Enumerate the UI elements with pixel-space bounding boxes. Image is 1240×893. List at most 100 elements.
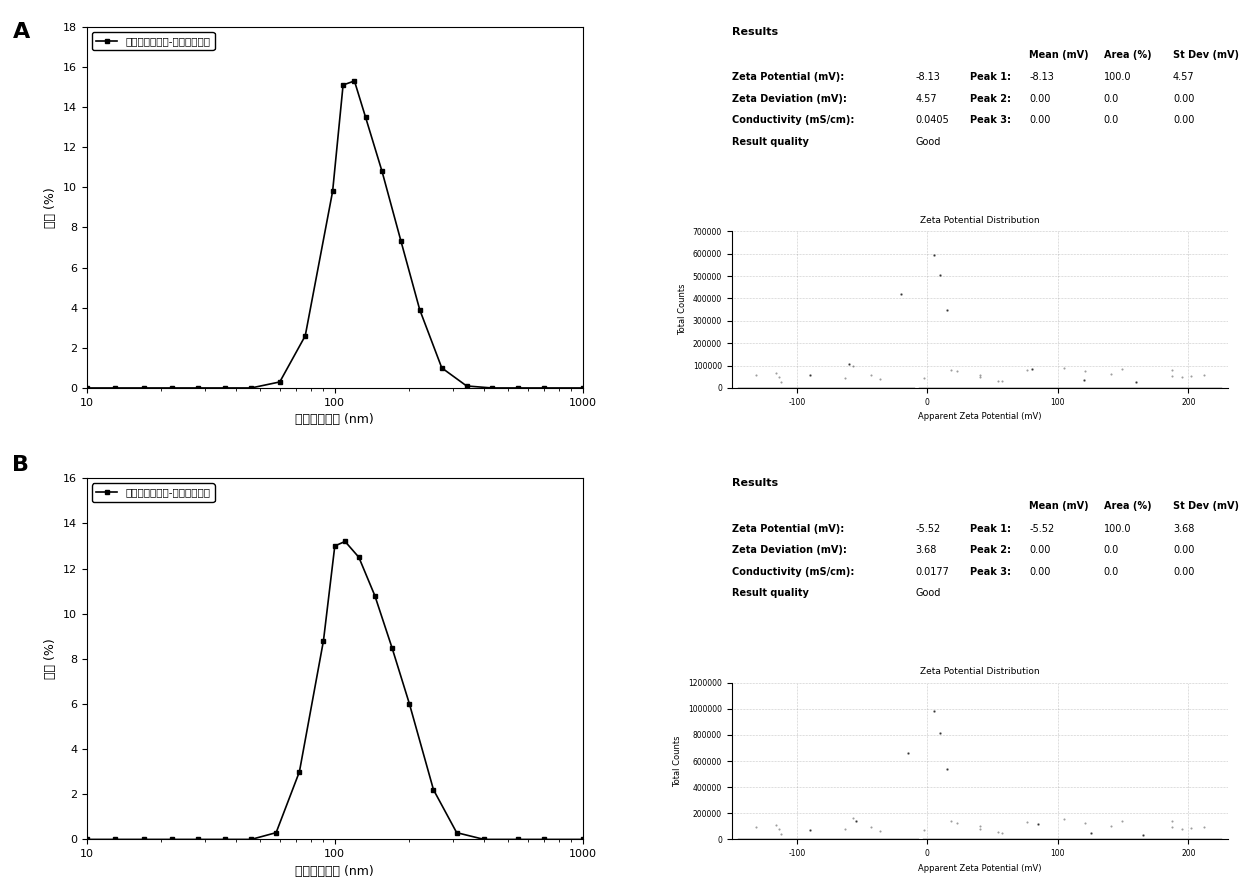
Y-axis label: 强度 (%): 强度 (%) — [45, 187, 57, 228]
Text: Results: Results — [732, 27, 777, 37]
Text: 100.0: 100.0 — [1104, 524, 1131, 534]
Text: -5.52: -5.52 — [915, 524, 940, 534]
Text: B: B — [12, 455, 30, 475]
Text: Good: Good — [915, 137, 940, 147]
Text: 3.68: 3.68 — [915, 546, 936, 555]
Text: 0.0: 0.0 — [1104, 94, 1118, 104]
Title: Zeta Potential Distribution: Zeta Potential Distribution — [920, 667, 1039, 676]
Text: Result quality: Result quality — [732, 137, 808, 147]
双载多西紫杉醇-漆黄素纳米粒 — [325, 186, 340, 196]
Text: Zeta Deviation (mV):: Zeta Deviation (mV): — [732, 94, 847, 104]
Text: -8.13: -8.13 — [915, 72, 940, 82]
Text: 4.57: 4.57 — [915, 94, 936, 104]
Text: Peak 1:: Peak 1: — [970, 524, 1011, 534]
Text: 3.68: 3.68 — [1173, 524, 1194, 534]
Text: 4.57: 4.57 — [1173, 72, 1194, 82]
Title: Zeta Potential Distribution: Zeta Potential Distribution — [920, 216, 1039, 225]
Text: 0.00: 0.00 — [1173, 94, 1194, 104]
双载多西紫杉醇-山奈酚纳米粒 — [79, 834, 94, 845]
Text: Area (%): Area (%) — [1104, 50, 1151, 60]
Text: Area (%): Area (%) — [1104, 501, 1151, 511]
双载多西紫杉醇-山奈酚纳米粒 — [269, 827, 284, 838]
Text: 0.0: 0.0 — [1104, 546, 1118, 555]
Y-axis label: 强度 (%): 强度 (%) — [45, 638, 57, 680]
双载多西紫杉醇-山奈酚纳米粒 — [367, 590, 382, 601]
双载多西紫杉醇-漆黄素纳米粒 — [298, 330, 312, 341]
Text: Conductivity (mS/cm):: Conductivity (mS/cm): — [732, 115, 854, 125]
双载多西紫杉醇-漆黄素纳米粒 — [575, 382, 590, 393]
X-axis label: 平均水合粒径 (nm): 平均水合粒径 (nm) — [295, 413, 374, 426]
双载多西紫杉醇-漆黄素纳米粒 — [537, 382, 552, 393]
Text: 0.00: 0.00 — [1029, 115, 1050, 125]
双载多西紫杉醇-漆黄素纳米粒 — [485, 382, 500, 393]
Text: 0.00: 0.00 — [1029, 94, 1050, 104]
双载多西紫杉醇-漆黄素纳米粒 — [273, 377, 288, 388]
双载多西紫杉醇-山奈酚纳米粒 — [402, 698, 417, 709]
X-axis label: 平均水合粒径 (nm): 平均水合粒径 (nm) — [295, 864, 374, 878]
双载多西紫杉醇-漆黄素纳米粒 — [217, 382, 232, 393]
Text: Peak 1:: Peak 1: — [970, 72, 1011, 82]
Text: Good: Good — [915, 588, 940, 598]
双载多西紫杉醇-山奈酚纳米粒 — [164, 834, 179, 845]
双载多西紫杉醇-山奈酚纳米粒 — [244, 834, 259, 845]
双载多西紫杉醇-漆黄素纳米粒 — [393, 236, 408, 246]
Text: Conductivity (mS/cm):: Conductivity (mS/cm): — [732, 567, 854, 577]
Text: Peak 2:: Peak 2: — [970, 94, 1011, 104]
Line: 双载多西紫杉醇-山奈酚纳米粒: 双载多西紫杉醇-山奈酚纳米粒 — [84, 539, 585, 842]
双载多西紫杉醇-漆黄素纳米粒 — [336, 79, 351, 90]
Text: St Dev (mV): St Dev (mV) — [1173, 50, 1239, 60]
Text: Zeta Potential (mV):: Zeta Potential (mV): — [732, 72, 844, 82]
Text: Zeta Potential (mV):: Zeta Potential (mV): — [732, 524, 844, 534]
Text: 0.0177: 0.0177 — [915, 567, 949, 577]
双载多西紫杉醇-漆黄素纳米粒 — [459, 380, 474, 391]
X-axis label: Apparent Zeta Potential (mV): Apparent Zeta Potential (mV) — [918, 413, 1042, 421]
Text: 0.00: 0.00 — [1173, 567, 1194, 577]
双载多西紫杉醇-山奈酚纳米粒 — [427, 784, 441, 795]
Text: Mean (mV): Mean (mV) — [1029, 50, 1089, 60]
Line: 双载多西紫杉醇-漆黄素纳米粒: 双载多西紫杉醇-漆黄素纳米粒 — [84, 79, 585, 390]
Text: 0.00: 0.00 — [1173, 115, 1194, 125]
Text: 0.0405: 0.0405 — [915, 115, 949, 125]
Text: 0.0: 0.0 — [1104, 115, 1118, 125]
双载多西紫杉醇-漆黄素纳米粒 — [190, 382, 205, 393]
双载多西紫杉醇-山奈酚纳米粒 — [476, 834, 491, 845]
双载多西紫杉醇-漆黄素纳米粒 — [412, 305, 427, 315]
双载多西紫杉醇-山奈酚纳米粒 — [449, 827, 464, 838]
双载多西紫杉醇-漆黄素纳米粒 — [358, 112, 373, 122]
Text: Mean (mV): Mean (mV) — [1029, 501, 1089, 511]
Text: -8.13: -8.13 — [1029, 72, 1054, 82]
Text: 0.00: 0.00 — [1029, 567, 1050, 577]
Text: Zeta Deviation (mV):: Zeta Deviation (mV): — [732, 546, 847, 555]
双载多西紫杉醇-漆黄素纳米粒 — [434, 363, 449, 373]
Legend: 双载多西紫杉醇-漆黄素纳米粒: 双载多西紫杉醇-漆黄素纳米粒 — [92, 32, 215, 50]
双载多西紫杉醇-山奈酚纳米粒 — [108, 834, 123, 845]
Text: 0.0: 0.0 — [1104, 567, 1118, 577]
Text: St Dev (mV): St Dev (mV) — [1173, 501, 1239, 511]
Text: A: A — [12, 22, 30, 42]
Text: Peak 3:: Peak 3: — [970, 567, 1011, 577]
双载多西紫杉醇-漆黄素纳米粒 — [511, 382, 526, 393]
双载多西紫杉醇-山奈酚纳米粒 — [190, 834, 205, 845]
Legend: 双载多西紫杉醇-山奈酚纳米粒: 双载多西紫杉醇-山奈酚纳米粒 — [92, 483, 215, 502]
双载多西紫杉醇-山奈酚纳米粒 — [511, 834, 526, 845]
双载多西紫杉醇-山奈酚纳米粒 — [351, 552, 366, 563]
双载多西紫杉醇-漆黄素纳米粒 — [136, 382, 151, 393]
双载多西紫杉醇-漆黄素纳米粒 — [347, 76, 362, 87]
Y-axis label: Total Counts: Total Counts — [673, 735, 682, 787]
X-axis label: Apparent Zeta Potential (mV): Apparent Zeta Potential (mV) — [918, 864, 1042, 872]
双载多西紫杉醇-漆黄素纳米粒 — [108, 382, 123, 393]
双载多西紫杉醇-漆黄素纳米粒 — [164, 382, 179, 393]
双载多西紫杉醇-山奈酚纳米粒 — [316, 636, 331, 647]
Text: Results: Results — [732, 479, 777, 488]
Y-axis label: Total Counts: Total Counts — [678, 284, 687, 336]
Text: Peak 3:: Peak 3: — [970, 115, 1011, 125]
Text: 0.00: 0.00 — [1173, 546, 1194, 555]
双载多西紫杉醇-山奈酚纳米粒 — [136, 834, 151, 845]
Text: 100.0: 100.0 — [1104, 72, 1131, 82]
双载多西紫杉醇-山奈酚纳米粒 — [384, 642, 399, 653]
双载多西紫杉醇-山奈酚纳米粒 — [291, 766, 306, 777]
Text: 0.00: 0.00 — [1029, 546, 1050, 555]
Text: -5.52: -5.52 — [1029, 524, 1054, 534]
双载多西紫杉醇-山奈酚纳米粒 — [537, 834, 552, 845]
Text: Result quality: Result quality — [732, 588, 808, 598]
